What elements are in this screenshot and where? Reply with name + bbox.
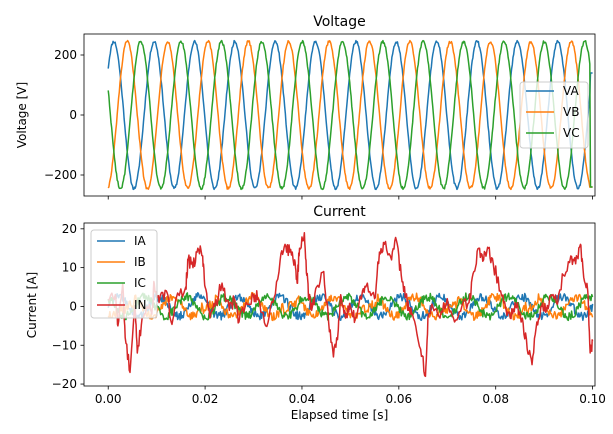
legend-ib-label: IB — [134, 255, 146, 269]
current-x-tick-label: 0.08 — [482, 392, 509, 406]
current-x-tick-label: 0.06 — [385, 392, 412, 406]
legend-in-label: IN — [134, 298, 147, 312]
current-y-tick-label: 10 — [62, 261, 77, 275]
current-plot-frame — [83, 222, 596, 387]
voltage-legend: VA VB VC — [519, 81, 589, 149]
legend-vb-label: VB — [563, 105, 579, 119]
legend-vc-label: VC — [563, 126, 580, 140]
current-x-tick-label: 0.00 — [95, 392, 122, 406]
series-in-line — [107, 231, 594, 378]
series-vc-line — [107, 39, 593, 191]
current-title: Current — [313, 204, 366, 220]
legend-ia-label: IA — [134, 234, 147, 248]
voltage-y-tick-label: 200 — [54, 48, 77, 62]
voltage-y-tick-label: 0 — [69, 108, 77, 122]
current-x-label: Elapsed time [s] — [291, 408, 389, 422]
voltage-y-tick-label: −200 — [44, 168, 77, 182]
current-ticks: −20 −10 0 10 20 0.00 0.02 0.04 0.06 0.08 0.10 — [52, 222, 606, 406]
series-va-line — [107, 39, 593, 191]
voltage-legend-box — [519, 81, 589, 149]
current-legend-box — [90, 229, 158, 319]
current-y-label: Current [A] — [25, 272, 39, 338]
voltage-title: Voltage — [313, 14, 366, 30]
current-x-tick-label: 0.02 — [192, 392, 219, 406]
current-y-tick-label: −20 — [52, 377, 77, 391]
series-ic-line — [107, 292, 594, 322]
voltage-y-label: Voltage [V] — [15, 82, 29, 148]
voltage-series — [107, 39, 593, 191]
current-y-tick-label: −10 — [52, 338, 77, 352]
current-y-tick-label: 20 — [62, 222, 77, 236]
current-panel: Current Current [A] Elapsed time [s] −20… — [25, 204, 606, 422]
current-x-tick-label: 0.10 — [579, 392, 606, 406]
series-vb-line — [107, 39, 593, 191]
current-y-tick-label: 0 — [69, 299, 77, 313]
voltage-ticks: −200 0 200 — [44, 48, 593, 200]
voltage-plot-frame — [83, 33, 596, 197]
voltage-panel: Voltage Voltage [V] −200 0 200 VA VB VC — [15, 14, 596, 200]
legend-va-label: VA — [563, 84, 579, 98]
current-x-tick-label: 0.04 — [289, 392, 316, 406]
current-legend: IA IB IC IN — [90, 229, 158, 319]
legend-ic-label: IC — [134, 276, 146, 290]
current-series — [107, 231, 594, 378]
